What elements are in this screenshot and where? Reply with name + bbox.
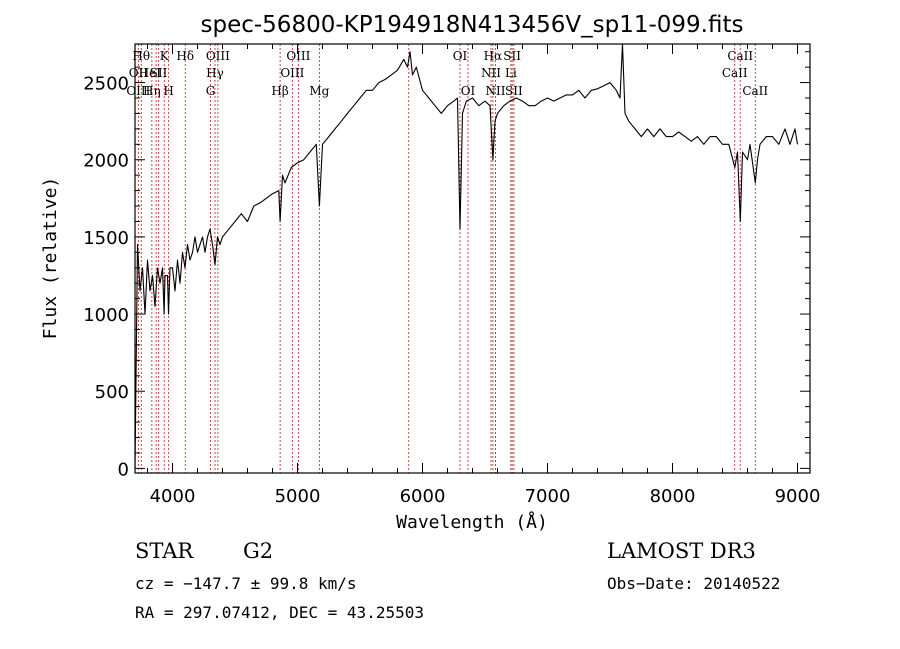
spectral-line-labels: Hθ OII OIII HeI Hη SII K H Hδ OIII Hγ G Hβ OIII OIII Mg… [126,49,768,98]
spectrum-series-0 [134,43,799,469]
series-layer [134,43,799,469]
line-label-26: CaII [742,84,768,98]
line-label-24: CaII [722,66,748,80]
chart-title: spec-56800-KP194918N413456V_sp11-099.fit… [201,12,744,38]
line-label-22: Li [505,66,517,80]
line-label-7: H [163,84,173,98]
line-label-19: NII [481,66,501,80]
line-label-12: Hβ [271,84,288,98]
y-tick-label-2500: 2500 [83,74,129,95]
redshift-velocity: cz = −147.7 ± 99.8 km/s [135,574,357,593]
x-tick-label-5000: 5000 [275,486,321,507]
x-tick-label-7000: 7000 [525,486,571,507]
line-label-6: K [160,49,170,63]
line-label-17: OI [461,84,476,98]
object-subclass: G2 [243,539,274,563]
y-tick-label-2000: 2000 [83,151,129,172]
line-label-9: OIII [206,49,230,63]
y-tick-label-1500: 1500 [83,228,129,249]
y-tick-label-500: 500 [95,382,129,403]
line-label-20: NII [486,84,506,98]
line-label-8: Hδ [176,49,194,63]
line-label-0: Hθ [132,49,150,63]
y-tick-label-1000: 1000 [83,305,129,326]
line-label-10: Hγ [206,66,224,80]
line-label-2: OIII [126,84,150,98]
y-axis-title: Flux (relative) [40,177,61,340]
line-label-4: Hη [143,84,161,98]
plot-frame [134,43,811,474]
y-tick-label-0: 0 [118,459,129,480]
object-class: STAR [135,539,194,563]
x-tick-label-4000: 4000 [150,486,196,507]
y-axis: 0 500 1000 1500 2000 2500 [83,51,810,480]
x-axis: 4000 5000 6000 7000 8000 9000 [147,44,821,507]
x-axis-title: Wavelength (Å) [396,511,548,533]
x-tick-label-8000: 8000 [650,486,696,507]
line-label-11: G [206,84,216,98]
sky-coordinates: RA = 297.07412, DEC = 43.25503 [135,603,424,622]
observation-date: Obs−Date: 20140522 [607,574,781,593]
line-marks-layer [137,44,756,473]
line-label-18: Hα [484,49,503,63]
line-label-15: Mg [309,84,329,98]
x-tick-label-6000: 6000 [400,486,446,507]
line-label-21: SII [503,49,521,63]
line-label-25: CaII [727,49,753,63]
survey-name: LAMOST DR3 [607,539,756,563]
line-label-13: OIII [286,49,310,63]
line-label-5: SII [150,66,168,80]
line-label-23: SII [505,84,523,98]
line-label-16: OI [453,49,468,63]
line-label-3: HeI [139,66,162,80]
x-tick-label-9000: 9000 [775,486,821,507]
line-label-14: OIII [280,66,304,80]
line-label-1: OII [129,66,149,80]
